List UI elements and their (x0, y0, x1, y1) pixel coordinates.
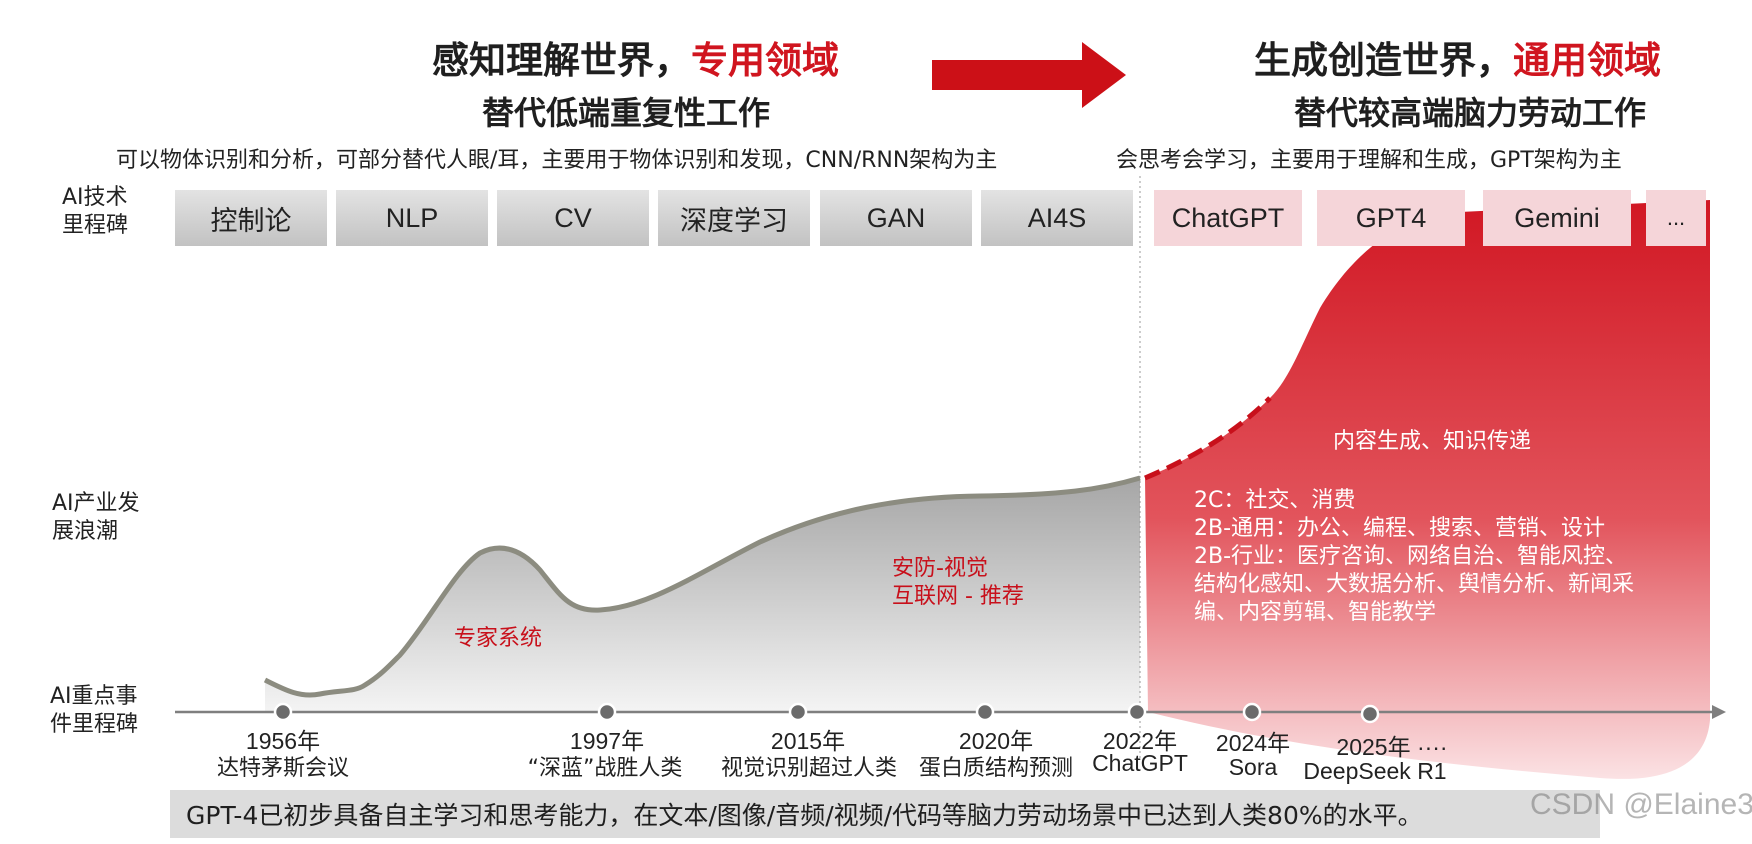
gen-area-line-3: 2B-行业：医疗咨询、网络自治、智能风控、 (1194, 544, 1628, 569)
milestone-more: ... (1646, 190, 1706, 246)
event-dot-1956 (273, 702, 293, 722)
left-header-title: 感知理解世界，专用领域 (432, 30, 839, 84)
milestone-gan: GAN (820, 190, 972, 246)
event-name-deepseek: DeepSeek R1 (1303, 758, 1447, 784)
event-dot-2020 (975, 702, 995, 722)
right-header-title-highlight: 通用领域 (1513, 39, 1661, 82)
milestone-cv: CV (497, 190, 649, 246)
row-label-events: AI重点事 件里程碑 (50, 684, 139, 737)
wave-label-security-vision: 安防-视觉 (892, 556, 988, 581)
generative-wave-dashed-edge (1144, 396, 1272, 481)
bottom-note-bar: GPT-4已初步具备自主学习和思考能力，在文本/图像/音频/视频/代码等脑力劳动… (170, 790, 1600, 838)
event-dot-2022 (1127, 702, 1147, 722)
gen-area-line-1: 2C：社交、消费 (1194, 488, 1356, 513)
event-dot-1997 (597, 702, 617, 722)
watermark: CSDN @Elaine336 (1530, 788, 1752, 821)
early-wave-area (265, 478, 1140, 712)
row-label-wave: AI产业发 展浪潮 (52, 491, 140, 544)
event-dot-2025 (1360, 704, 1380, 724)
right-header-subtitle: 替代较高端脑力劳动工作 (1294, 94, 1647, 132)
timeline-arrow-icon (1712, 705, 1726, 719)
left-header-title-highlight: 专用领域 (691, 39, 839, 82)
generative-wave-area (1145, 200, 1710, 779)
event-name-protein-folding: 蛋白质结构预测 (918, 756, 1074, 781)
event-name-deep-blue: “深蓝”战胜人类 (527, 756, 683, 781)
gen-area-line-4: 结构化感知、大数据分析、舆情分析、新闻采 (1194, 572, 1635, 597)
event-year-2020: 2020年 (958, 728, 1034, 754)
early-wave-curve (263, 475, 1141, 698)
event-year-2024: 2024年 (1215, 730, 1291, 756)
row-label-tech: AI技术 里程碑 (62, 185, 129, 238)
milestone-deep-learning: 深度学习 (658, 190, 810, 246)
gen-area-title: 内容生成、知识传递 (1333, 429, 1532, 454)
milestone-ai4s: AI4S (981, 190, 1133, 246)
event-year-2015: 2015年 (770, 728, 846, 754)
gen-area-line-5: 编、内容剪辑、智能教学 (1194, 600, 1437, 625)
right-header-description: 会思考会学习，主要用于理解和生成，GPT架构为主 (1116, 148, 1622, 173)
event-year-1956: 1956年 (245, 728, 321, 754)
milestone-nlp: NLP (336, 190, 488, 246)
milestone-gemini: Gemini (1483, 190, 1631, 246)
left-header-title-part1: 感知理解世界， (432, 39, 691, 82)
event-dot-2024 (1242, 702, 1262, 722)
event-year-2022: 2022年 (1102, 728, 1178, 754)
milestone-cybernetics: 控制论 (175, 190, 327, 246)
milestone-gpt4: GPT4 (1317, 190, 1465, 246)
event-dots (273, 702, 1380, 724)
arrow-right-icon (932, 42, 1126, 108)
right-header-title-part1: 生成创造世界， (1254, 39, 1513, 82)
right-header-title: 生成创造世界，通用领域 (1254, 30, 1661, 84)
event-name-vision-surpass: 视觉识别超过人类 (720, 756, 898, 781)
left-header-subtitle: 替代低端重复性工作 (482, 94, 771, 132)
event-name-dartmouth: 达特茅斯会议 (216, 756, 350, 781)
bottom-note-text: GPT-4已初步具备自主学习和思考能力，在文本/图像/音频/视频/代码等脑力劳动… (186, 801, 1423, 830)
gen-area-line-2: 2B-通用：办公、编程、搜索、营销、设计 (1194, 516, 1606, 541)
milestone-chatgpt: ChatGPT (1154, 190, 1302, 246)
event-name-sora: Sora (1228, 754, 1278, 780)
wave-label-expert-systems: 专家系统 (454, 626, 543, 651)
event-year-1997: 1997年 (569, 728, 645, 754)
wave-label-internet-recommend: 互联网 - 推荐 (892, 584, 1024, 609)
event-year-2025: 2025年 ···· (1336, 734, 1448, 760)
event-dot-2015 (788, 702, 808, 722)
left-header-description: 可以物体识别和分析，可部分替代人眼/耳，主要用于物体识别和发现，CNN/RNN架… (116, 148, 998, 173)
event-name-chatgpt: ChatGPT (1092, 750, 1188, 776)
